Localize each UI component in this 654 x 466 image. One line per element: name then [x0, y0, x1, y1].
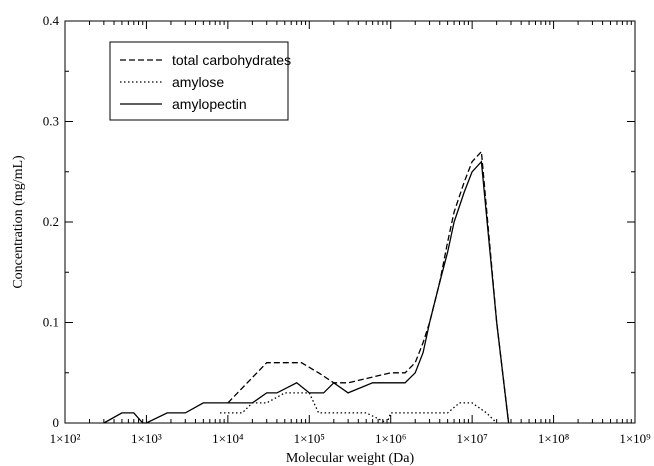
legend: total carbohydrates amylose amylopectin [109, 41, 291, 121]
y-tick-label: 0.1 [43, 315, 59, 330]
series-line-amylopectin [103, 160, 510, 424]
y-axis-label: Concentration (mg/mL) [11, 155, 26, 289]
legend-box [109, 41, 289, 121]
x-tick-label: 1×10⁷ [456, 431, 487, 446]
y-tick-label: 0.2 [43, 214, 59, 229]
y-tick-label: 0.4 [43, 13, 60, 28]
x-tick-label: 1×10⁵ [294, 431, 325, 446]
legend-label: amylopectin [172, 96, 247, 112]
series-line-total-carbohydrates [227, 150, 510, 424]
series-layer [103, 150, 510, 424]
x-tick-label: 1×10² [50, 431, 81, 446]
x-tick-label: 1×10³ [131, 431, 162, 446]
x-tick-label: 1×10⁸ [538, 431, 570, 446]
x-tick-label: 1×10⁹ [619, 431, 651, 446]
y-tick-label: 0 [53, 415, 60, 430]
y-tick-label: 0.3 [43, 114, 59, 129]
x-tick-label: 1×10⁴ [212, 431, 244, 446]
x-axis-label: Molecular weight (Da) [286, 451, 415, 466]
y-axis-ticks: 0 0.1 0.2 0.3 0.4 [43, 13, 635, 430]
x-axis-ticks: 1×10² 1×10³ 1×10⁴ 1×10⁵ 1×10⁶ 1×10⁷ 1×10⁸ 1×10⁹ [50, 21, 651, 446]
x-tick-label: 1×10⁶ [375, 431, 406, 446]
legend-label: amylose [172, 74, 224, 90]
series-line-amylose [220, 392, 498, 424]
legend-label: total carbohydrates [172, 52, 291, 68]
